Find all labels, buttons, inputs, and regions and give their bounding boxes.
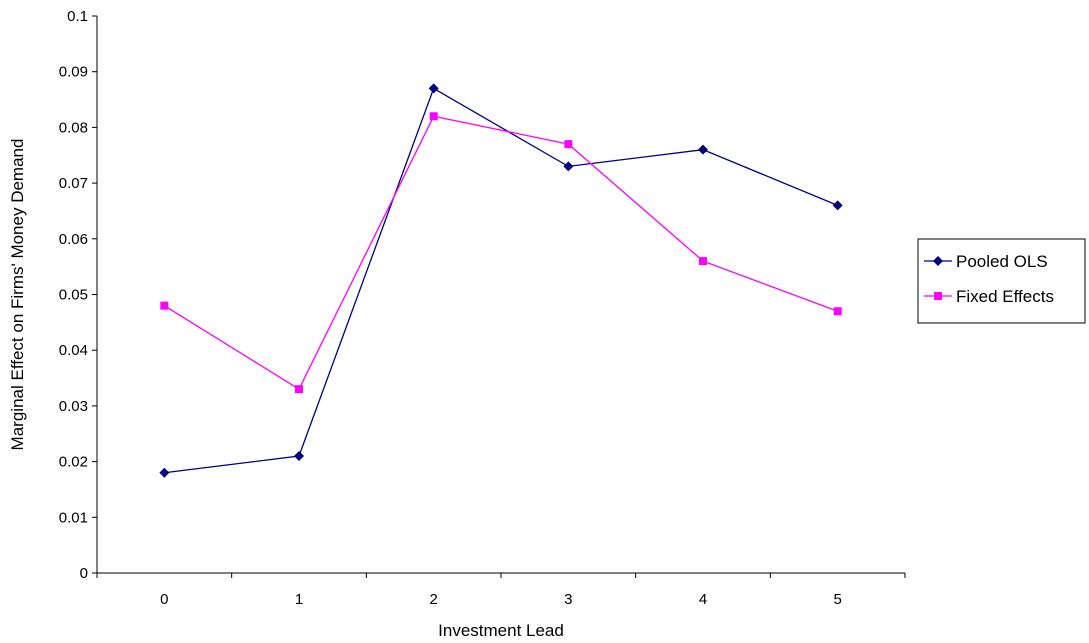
x-tick-label: 5 [833,591,841,608]
data-point [295,385,303,394]
data-point [159,467,170,478]
series-pooled-ols [159,83,843,478]
data-point [428,83,439,94]
legend-box [917,238,1086,324]
y-tick-label: 0.09 [59,64,88,81]
plot-area: 0 0.01 0.02 0.03 0.04 0.05 0.06 0.07 0.08 0.09 0.1… [59,8,906,608]
data-point [564,140,573,149]
data-point [833,307,842,316]
data-point [832,200,843,211]
y-tick-label: 0.1 [67,8,88,25]
y-tick-label: 0.07 [59,175,88,192]
y-tick-label: 0 [80,565,88,582]
y-tick-label: 0.06 [59,231,88,248]
data-point [698,144,708,155]
series-line [163,115,838,391]
x-tick-label: 4 [699,591,707,608]
legend-swatch-marker [934,292,942,300]
series-line [164,87,838,474]
y-axis: 0 0.01 0.02 0.03 0.04 0.05 0.06 0.07 0.08 0.09 0.1 [59,8,98,582]
legend-item: Pooled OLS [924,252,1048,271]
legend-label: Fixed Effects [956,287,1054,306]
y-tick-label: 0.05 [59,287,88,304]
series-fixed-effects [160,112,842,394]
y-tick-label: 0.02 [59,454,88,471]
y-tick-label: 0.08 [59,119,88,136]
data-point [699,257,707,266]
x-axis-title: Investment Lead [438,621,564,640]
data-point [563,161,574,172]
y-tick-label: 0.03 [59,398,88,415]
legend-item: Fixed Effects [924,287,1054,306]
y-tick-label: 0.04 [59,342,88,359]
data-point [294,451,304,462]
data-point [429,112,438,121]
x-tick-label: 3 [564,591,572,608]
legend: Pooled OLS Fixed Effects [917,238,1086,324]
series-layer [159,83,843,478]
x-tick-label: 0 [160,591,168,608]
legend-swatch-marker [933,256,943,266]
legend-label: Pooled OLS [956,252,1048,271]
x-axis: 0 1 2 3 4 5 [96,572,906,608]
x-tick-label: 2 [429,591,437,608]
data-point [160,301,169,310]
y-tick-label: 0.01 [59,509,88,526]
y-axis-title: Marginal Effect on Firms' Money Demand [8,139,27,451]
x-tick-label: 1 [295,591,303,608]
